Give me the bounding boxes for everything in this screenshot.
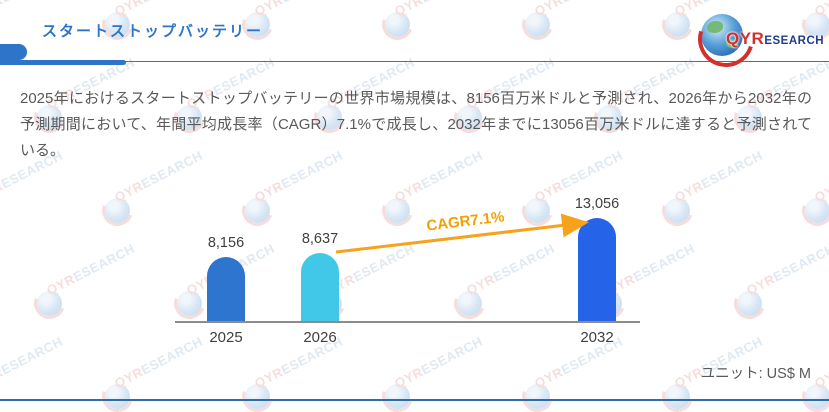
watermark-text: QYRESEARCH [812, 178, 829, 205]
qyresearch-watermark: QYRESEARCH [525, 334, 625, 409]
watermark-globe-icon [245, 198, 270, 223]
page-title: スタートストップバッテリー [42, 23, 264, 40]
qyresearch-watermark: QYRESEARCH [105, 148, 205, 223]
value-label-2026: 8,637 [301, 231, 339, 247]
qyresearch-watermark: QYRESEARCH [525, 148, 625, 223]
qyresearch-logo: QYRESEARCH [688, 1, 824, 77]
category-label-2025: 2025 [209, 329, 243, 346]
x-axis-line [175, 321, 640, 323]
unit-label: ユニット: US$ M [700, 366, 811, 382]
watermark-text: QYRESEARCH [464, 240, 558, 298]
watermark-globe-icon [665, 12, 690, 37]
qyresearch-watermark: QYRESEARCH [177, 241, 277, 316]
watermark-text: QYRESEARCH [0, 0, 65, 19]
qyresearch-watermark: QYRESEARCH [457, 241, 557, 316]
watermark-globe-icon [37, 291, 62, 316]
footer-line [0, 399, 829, 401]
market-summary-text: 2025年におけるスタートストップバッテリーの世界市場規模は、8156百万米ドル… [20, 90, 812, 159]
logo-text-esearch: ESEARCH [764, 35, 825, 47]
qyresearch-watermark: QYRESEARCH [737, 241, 829, 316]
bar-2026 [301, 253, 339, 321]
qyresearch-watermark: QYRESEARCH [245, 148, 345, 223]
qyresearch-watermark: QYRESEARCH [105, 334, 205, 409]
watermark-globe-icon [525, 384, 550, 409]
header-accent-tab [0, 44, 27, 60]
qyresearch-watermark: QYRESEARCH [525, 0, 625, 37]
qyresearch-watermark: QYRESEARCH [385, 334, 485, 409]
watermark-text: QYRESEARCH [112, 0, 205, 19]
logo-text: QYRESEARCH [726, 29, 824, 49]
qyresearch-watermark: QYRESEARCH [37, 241, 137, 316]
qyresearch-watermark: QYRESEARCH [245, 334, 345, 409]
watermark-text: QYRESEARCH [392, 333, 486, 391]
watermark-globe-icon [385, 384, 410, 409]
watermark-text: QYRESEARCH [392, 0, 485, 19]
watermark-text: QYRESEARCH [44, 240, 138, 298]
watermark-text: QYRESEARCH [252, 0, 345, 19]
bar-2025 [207, 257, 245, 321]
watermark-globe-icon [457, 291, 482, 316]
value-label-2025: 8,156 [207, 235, 245, 251]
qyresearch-watermark: QYRESEARCH [385, 0, 485, 37]
watermark-globe-icon [245, 384, 270, 409]
bar-2032 [578, 218, 616, 321]
category-label-2026: 2026 [303, 329, 337, 346]
qyresearch-watermark: QYRESEARCH [805, 364, 829, 409]
watermark-globe-icon [105, 384, 130, 409]
watermark-globe-icon [805, 384, 829, 409]
header-underline-thick [0, 60, 126, 65]
watermark-text: QYRESEARCH [604, 240, 698, 298]
watermark-globe-icon [737, 291, 762, 316]
watermark-globe-icon [105, 198, 130, 223]
watermark-globe-icon [805, 198, 829, 223]
watermark-globe-icon [177, 291, 202, 316]
logo-text-qyr: QYR [726, 29, 765, 48]
watermark-globe-icon [525, 198, 550, 223]
value-label-2032: 13,056 [574, 196, 620, 212]
qyresearch-watermark: QYRESEARCH [665, 148, 765, 223]
qyresearch-watermark: QYRESEARCH [665, 0, 765, 37]
header-underline-thin [0, 61, 829, 62]
qyresearch-watermark: QYRESEARCH [805, 178, 829, 223]
watermark-text: QYRESEARCH [812, 0, 829, 19]
watermark-globe-icon [385, 12, 410, 37]
watermark-globe-icon [525, 12, 550, 37]
watermark-text: QYRESEARCH [744, 240, 829, 298]
watermark-text: QYRESEARCH [0, 333, 66, 391]
qyresearch-watermark: QYRESEARCH [665, 334, 765, 409]
watermark-globe-icon [665, 198, 690, 223]
cagr-annotation: CAGR7.1% [425, 208, 506, 235]
watermark-text: QYRESEARCH [532, 0, 625, 19]
category-label-2032: 2032 [580, 329, 614, 346]
watermark-globe-icon [665, 384, 690, 409]
watermark-text: QYRESEARCH [812, 364, 829, 391]
globe-icon [701, 14, 743, 56]
